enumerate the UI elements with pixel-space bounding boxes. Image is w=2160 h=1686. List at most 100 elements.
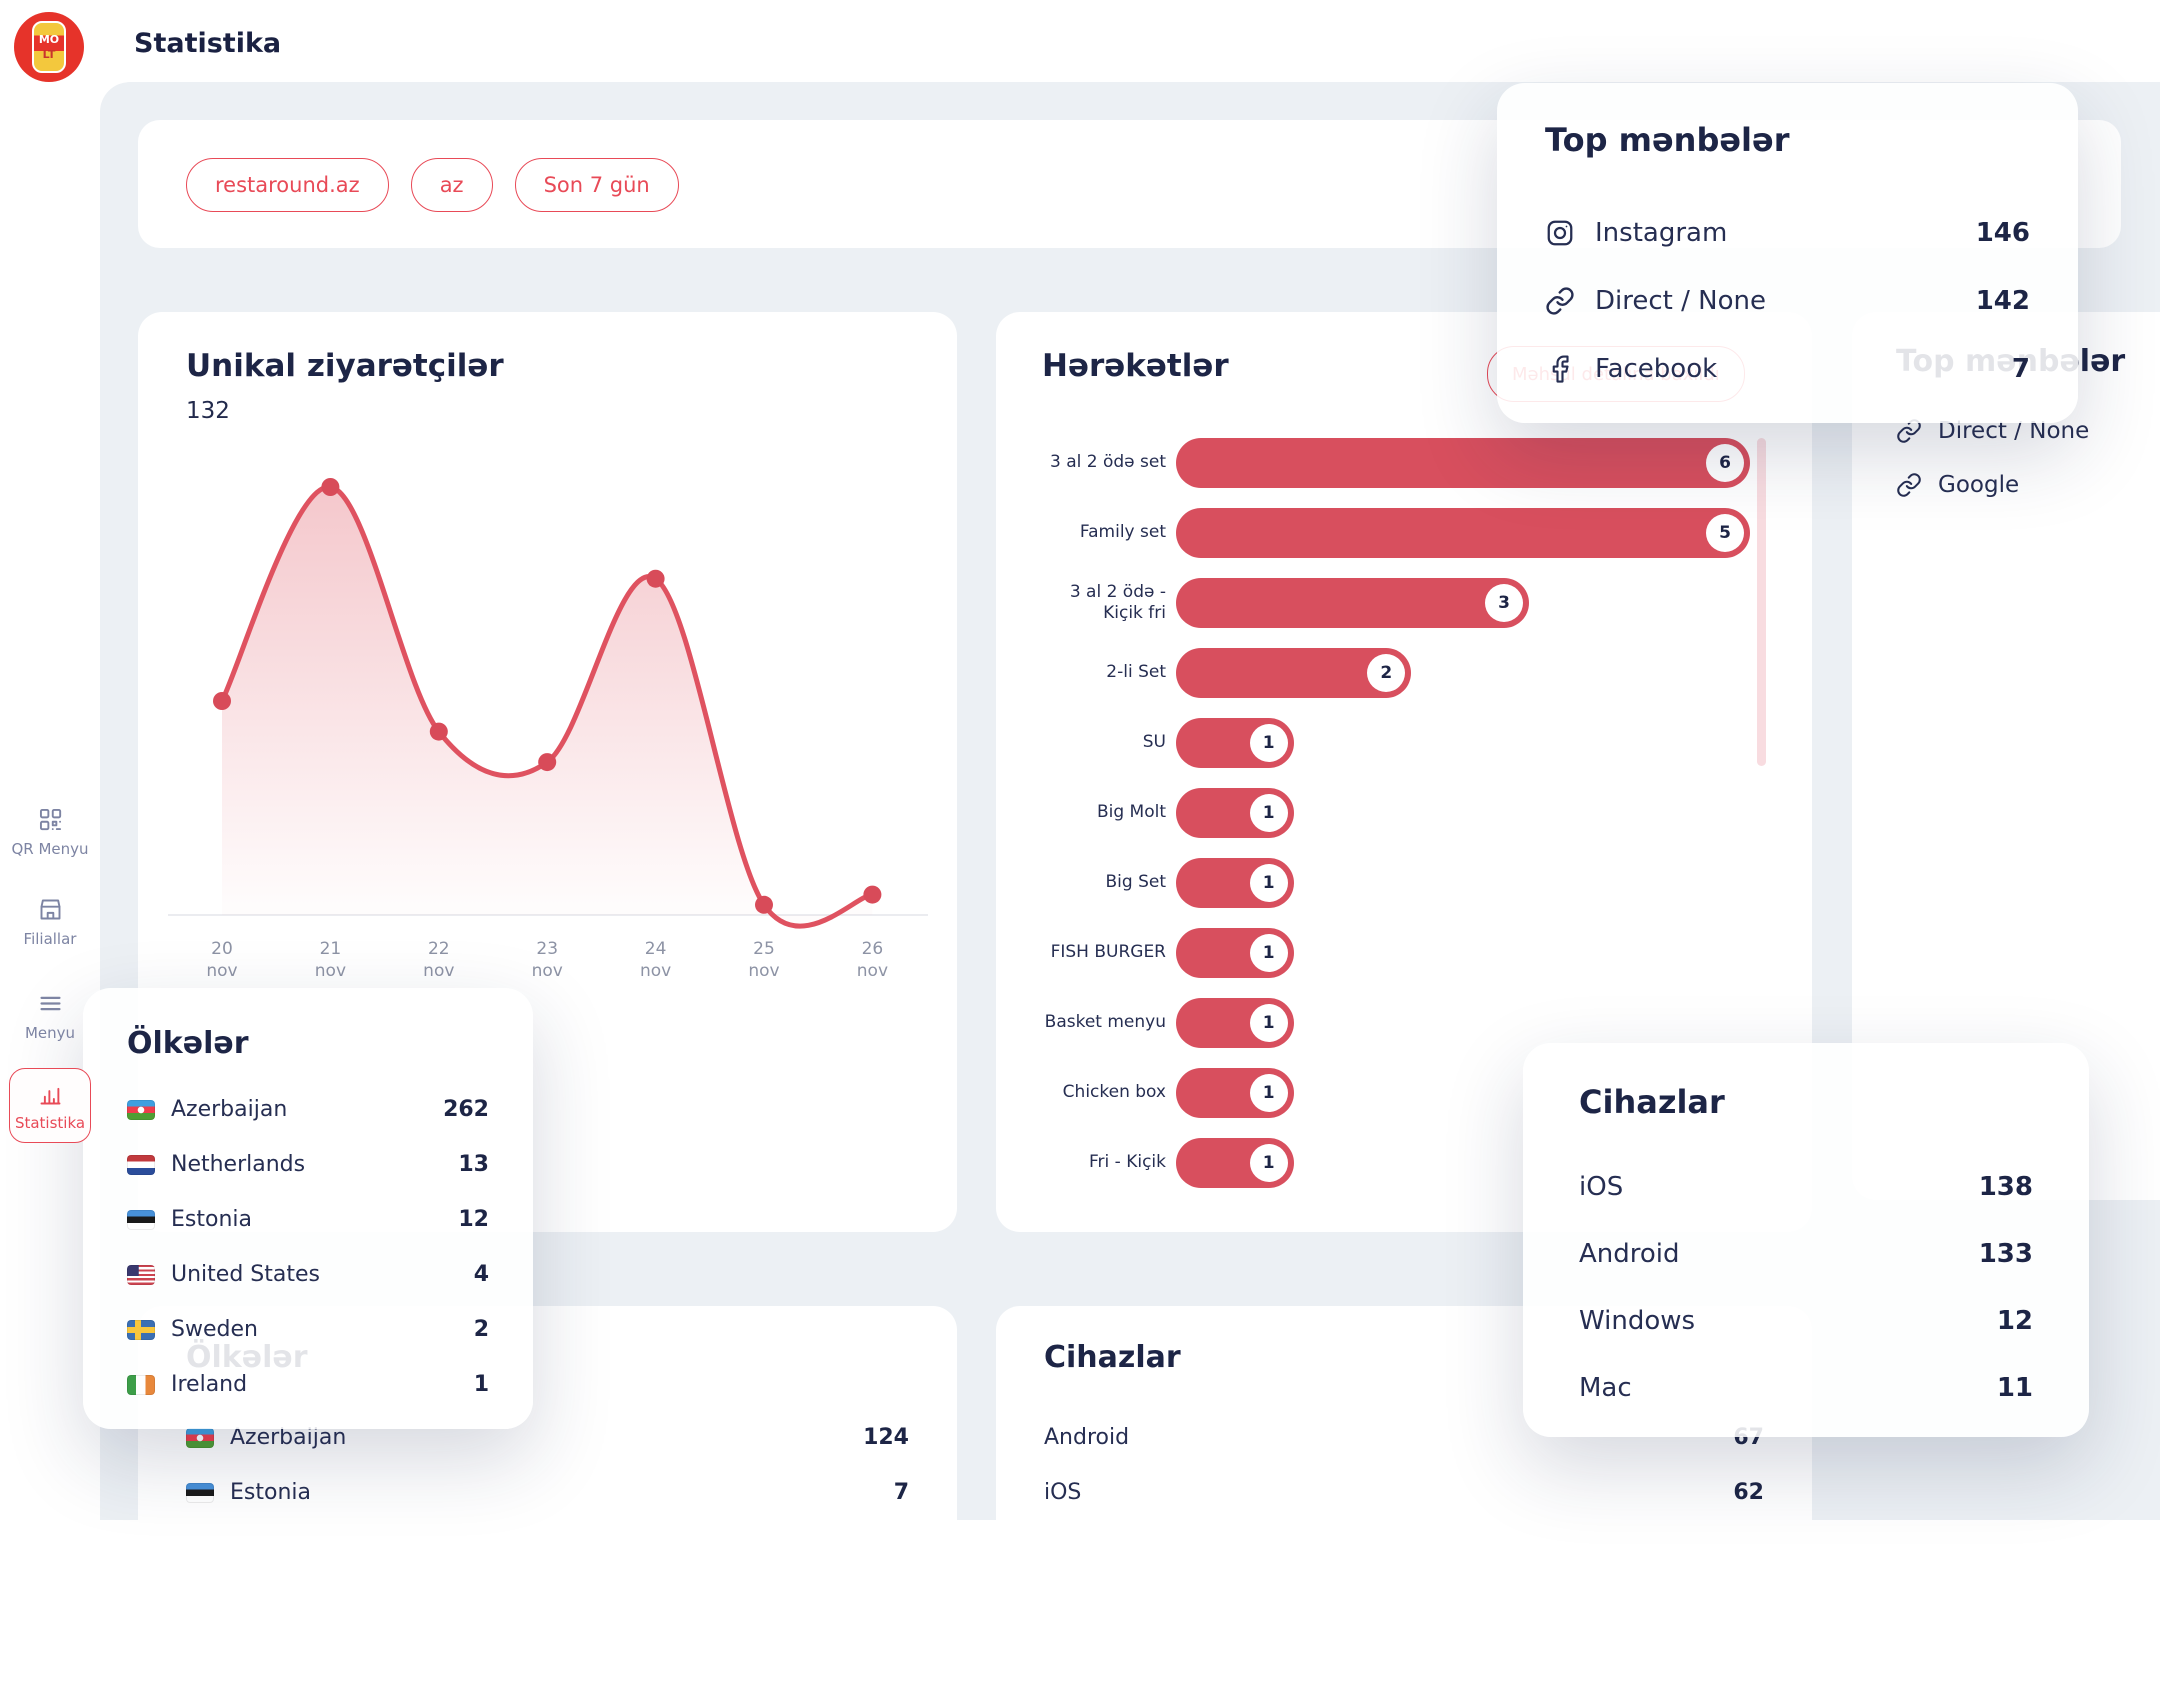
device-row: iOS 138 [1579, 1153, 2033, 1220]
device-value: 11 [1996, 1372, 2033, 1403]
countries-back-list: Azerbaijan 124 Estonia 7 [186, 1410, 909, 1520]
sources-overlay-title: Top mənbələr [1545, 121, 1790, 159]
action-bar-value-badge: 1 [1249, 794, 1288, 832]
action-bar-label: 3 al 2 ödə set [1049, 452, 1166, 473]
stats-icon [37, 1081, 64, 1108]
link-icon [1545, 286, 1575, 316]
source-back-label: Google [1938, 472, 2020, 498]
qr-icon [37, 806, 64, 833]
country-back-label: Azerbaijan [230, 1425, 347, 1450]
svg-text:nov: nov [423, 961, 454, 981]
source-value: 142 [1975, 286, 2030, 316]
action-bar-row: FISH BURGER 1 [1042, 918, 1766, 988]
action-bar-label: Chicken box [1062, 1082, 1166, 1103]
visitors-card-title: Unikal ziyarətçilər [186, 348, 504, 384]
country-value: 262 [443, 1097, 489, 1122]
flag-se-icon [127, 1319, 155, 1340]
flag-ie-icon [127, 1374, 155, 1395]
action-bar: 1 [1176, 788, 1294, 838]
sources-card-overlay: Top mənbələr Instagram 146 Direct / None 14… [1497, 83, 2078, 423]
device-label: Windows [1579, 1305, 1696, 1336]
device-label: iOS [1579, 1171, 1624, 1202]
svg-text:nov: nov [532, 961, 563, 981]
sidebar-item-statistika[interactable]: Statistika [9, 1068, 91, 1143]
country-value: 13 [458, 1152, 489, 1177]
actions-card-title: Hərəkətlər [1042, 348, 1229, 384]
action-bar-track: 1 [1176, 998, 1750, 1048]
svg-text:nov: nov [206, 961, 237, 981]
action-bar-label: Big Set [1105, 872, 1167, 893]
action-bar-label: Basket menyu [1044, 1012, 1166, 1033]
source-row: Direct / None 142 [1545, 267, 2030, 335]
source-row: Facebook 7 [1545, 335, 2030, 403]
svg-text:nov: nov [748, 961, 779, 981]
action-bar-track: 1 [1176, 788, 1750, 838]
action-bar-track: 1 [1176, 928, 1750, 978]
action-bar-label: Big Molt [1096, 802, 1166, 823]
svg-text:20: 20 [211, 939, 233, 959]
action-bar: 5 [1176, 508, 1750, 558]
menu-icon [37, 990, 64, 1017]
source-back-row: Google [1896, 458, 2160, 512]
app-logo[interactable]: MO LT [14, 12, 84, 82]
action-bar: 2 [1176, 648, 1412, 698]
country-back-label: Estonia [230, 1480, 311, 1505]
device-value: 138 [1978, 1171, 2033, 1202]
sidebar-item-label: Statistika [14, 1114, 86, 1132]
action-bar-row: Family set 5 [1042, 498, 1766, 568]
country-row: Azerbaijan 262 [127, 1082, 489, 1137]
action-bar-value-badge: 6 [1706, 444, 1744, 482]
device-back-row: iOS 62 [1044, 1465, 1764, 1520]
sources-back-list: Direct / None Google [1896, 404, 2160, 512]
filter-chip-restaround.az[interactable]: restaround.az [186, 158, 389, 212]
action-bar-value-badge: 1 [1249, 1144, 1288, 1182]
country-value: 1 [473, 1372, 489, 1397]
device-row: Android 133 [1579, 1220, 2033, 1287]
action-bar-label: Fri - Kiçik [1089, 1152, 1166, 1173]
action-bar: 3 [1176, 578, 1529, 628]
svg-text:23: 23 [536, 939, 558, 959]
action-bar-row: Big Molt 1 [1042, 778, 1766, 848]
country-back-row: Estonia 7 [186, 1465, 909, 1520]
action-bar: 1 [1176, 858, 1294, 908]
country-back-value: 124 [863, 1425, 909, 1450]
action-bar: 1 [1176, 928, 1294, 978]
svg-text:21: 21 [320, 939, 342, 959]
sidebar-item-label: QR Menyu [11, 840, 89, 858]
source-label: Direct / None [1595, 286, 1766, 316]
country-row: Sweden 2 [127, 1302, 489, 1357]
filter-chip-son-7-gün[interactable]: Son 7 gün [514, 158, 679, 212]
sidebar-item-qr-menyu[interactable]: QR Menyu [0, 806, 100, 858]
action-bar: 1 [1176, 998, 1294, 1048]
action-bar-track: 1 [1176, 858, 1750, 908]
devices-overlay-list: iOS 138 Android 133 Windows 12 Mac 11 [1579, 1153, 2033, 1421]
device-back-value: 62 [1733, 1480, 1764, 1505]
actions-scrollbar[interactable] [1757, 438, 1766, 766]
country-value: 12 [458, 1207, 489, 1232]
sidebar-item-menyu[interactable]: Menyu [0, 990, 100, 1042]
flag-ee-icon [127, 1209, 155, 1230]
action-bar-row: 2-li Set 2 [1042, 638, 1766, 708]
action-bar-track: 1 [1176, 1068, 1750, 1118]
action-bar-track: 1 [1176, 718, 1750, 768]
country-value: 4 [473, 1262, 489, 1287]
countries-overlay-list: Azerbaijan 262 Netherlands 13 Estonia 12 Unite… [127, 1082, 489, 1412]
filter-chip-az[interactable]: az [410, 158, 493, 212]
device-back-row: Android 67 [1044, 1410, 1764, 1465]
sources-overlay-list: Instagram 146 Direct / None 142 Facebook 7 [1545, 199, 2030, 403]
sidebar-item-label: Menyu [24, 1024, 76, 1042]
action-bar-label: Family set [1079, 522, 1166, 543]
country-row: Netherlands 13 [127, 1137, 489, 1192]
svg-text:nov: nov [315, 961, 346, 981]
action-bar-label: FISH BURGER [1050, 942, 1166, 963]
country-label: United States [171, 1262, 320, 1287]
action-bar-track: 1 [1176, 1138, 1750, 1188]
sidebar-item-filiallar[interactable]: Filiallar [0, 896, 100, 948]
flag-az-icon [186, 1427, 214, 1448]
action-bar: 6 [1176, 438, 1750, 488]
instagram-icon [1545, 218, 1575, 248]
source-row: Instagram 146 [1545, 199, 2030, 267]
action-bar-label: 3 al 2 ödə - Kiçik fri [1069, 581, 1166, 623]
country-label: Sweden [171, 1317, 258, 1342]
action-bar-value-badge: 1 [1249, 1004, 1288, 1042]
